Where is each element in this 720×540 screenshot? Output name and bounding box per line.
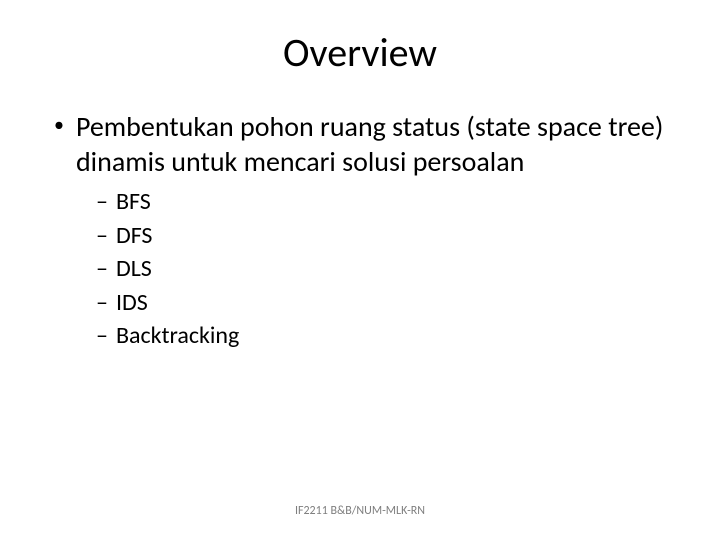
sub-bullet-text: Backtracking [116, 319, 239, 353]
bullet-level1: • Pembentukan pohon ruang status (state … [54, 109, 672, 179]
sub-bullet-item: – DLS [96, 252, 672, 286]
sub-bullet-item: – Backtracking [96, 319, 672, 353]
sub-bullet-list: – BFS – DFS – DLS – IDS – Backtracking [96, 185, 672, 353]
sub-bullet-item: – DFS [96, 219, 672, 253]
bullet-dot-icon: • [54, 115, 64, 135]
slide-body: • Pembentukan pohon ruang status (state … [48, 109, 672, 353]
slide: Overview • Pembentukan pohon ruang statu… [0, 0, 720, 540]
dash-icon: – [96, 252, 108, 286]
sub-bullet-text: DLS [116, 252, 152, 286]
dash-icon: – [96, 185, 108, 219]
dash-icon: – [96, 219, 108, 253]
sub-bullet-text: DFS [116, 219, 152, 253]
bullet-text: Pembentukan pohon ruang status (state sp… [76, 109, 672, 179]
sub-bullet-text: BFS [116, 185, 151, 219]
slide-footer: IF2211 B&B/NUM-MLK-RN [0, 504, 720, 518]
dash-icon: – [96, 319, 108, 353]
sub-bullet-item: – IDS [96, 286, 672, 320]
slide-title: Overview [48, 28, 672, 77]
sub-bullet-text: IDS [116, 286, 148, 320]
sub-bullet-item: – BFS [96, 185, 672, 219]
dash-icon: – [96, 286, 108, 320]
